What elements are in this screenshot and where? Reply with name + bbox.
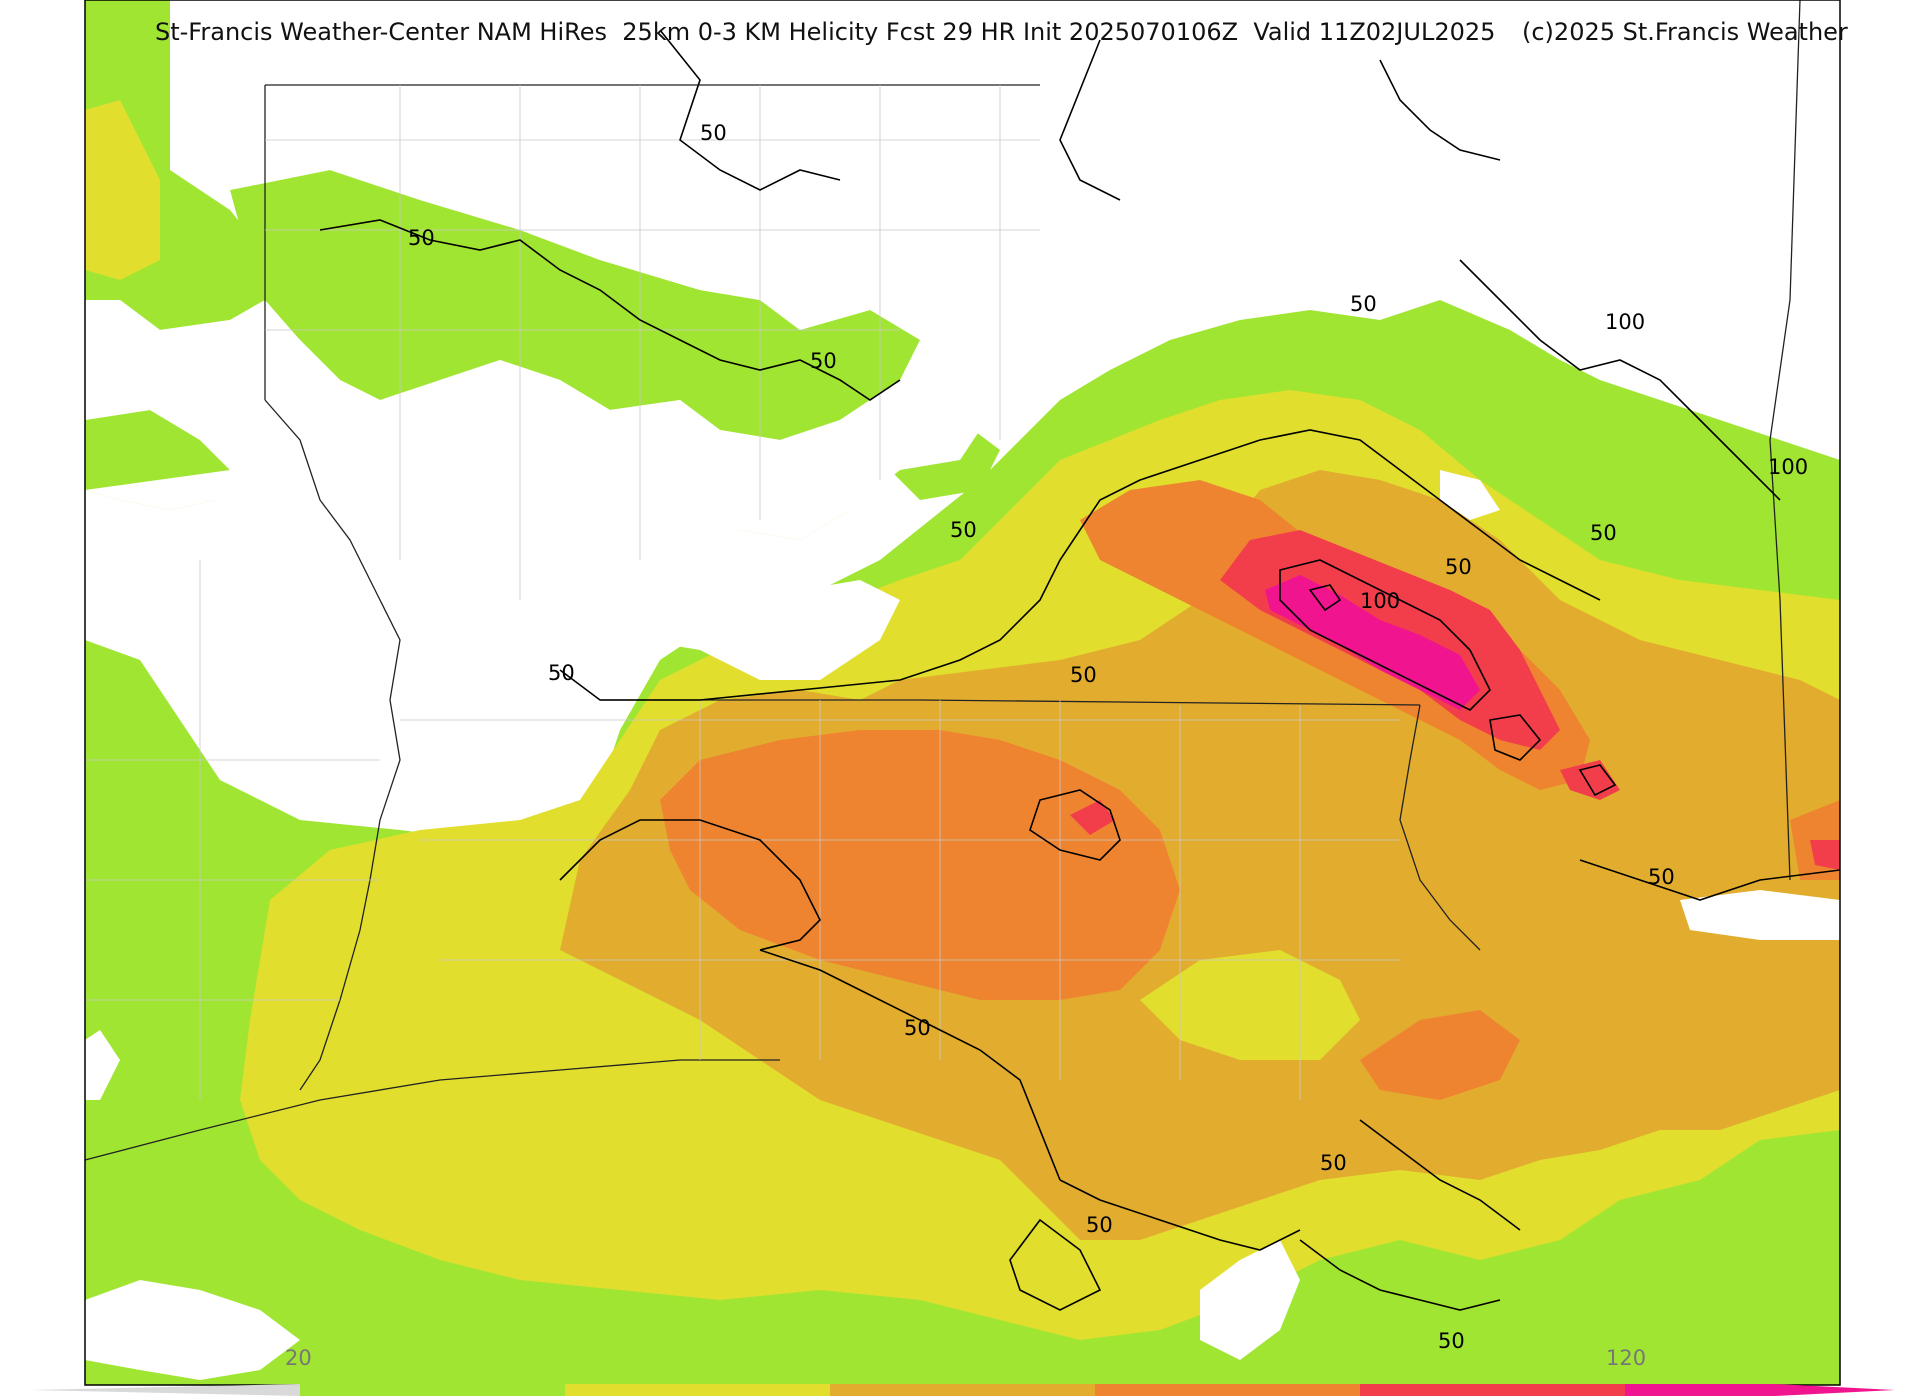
contour-label-50: 50 [810, 349, 837, 373]
contour-label-50: 50 [408, 226, 435, 250]
colorbar [30, 1384, 1895, 1396]
contour-label-50: 50 [950, 518, 977, 542]
contour-label-100: 100 [1768, 455, 1808, 479]
contour-label-50: 50 [548, 661, 575, 685]
colorbar-min-label: 20 [285, 1346, 312, 1370]
contour-label-50: 50 [1648, 865, 1675, 889]
contour-label-50: 50 [1070, 663, 1097, 687]
contour-label-50: 50 [1086, 1213, 1113, 1237]
contour-label-group: 50 50 50 50 50 50 50 50 50 50 50 50 50 5… [408, 121, 1808, 1353]
state-boundaries [84, 0, 1801, 1161]
shading-magenta [1265, 575, 1480, 710]
contour-label-50: 50 [1320, 1151, 1347, 1175]
contour-label-50: 50 [1350, 292, 1377, 316]
county-lines [85, 85, 1400, 1100]
colorbar-max-label: 120 [1606, 1346, 1647, 1370]
copyright-label: (c)2025 St.Francis Weather [1522, 18, 1848, 46]
contour-label-50: 50 [1590, 521, 1617, 545]
helicity-contours [319, 29, 1841, 1311]
contour-label-50: 50 [1445, 555, 1472, 579]
contour-label-50: 50 [700, 121, 727, 145]
map-title: St-Francis Weather-Center NAM HiRes 25km… [155, 18, 1496, 46]
contour-label-100: 100 [1360, 589, 1400, 613]
contour-label-50: 50 [1438, 1329, 1465, 1353]
contour-label-50: 50 [904, 1016, 931, 1040]
contour-label-100: 100 [1605, 310, 1645, 334]
